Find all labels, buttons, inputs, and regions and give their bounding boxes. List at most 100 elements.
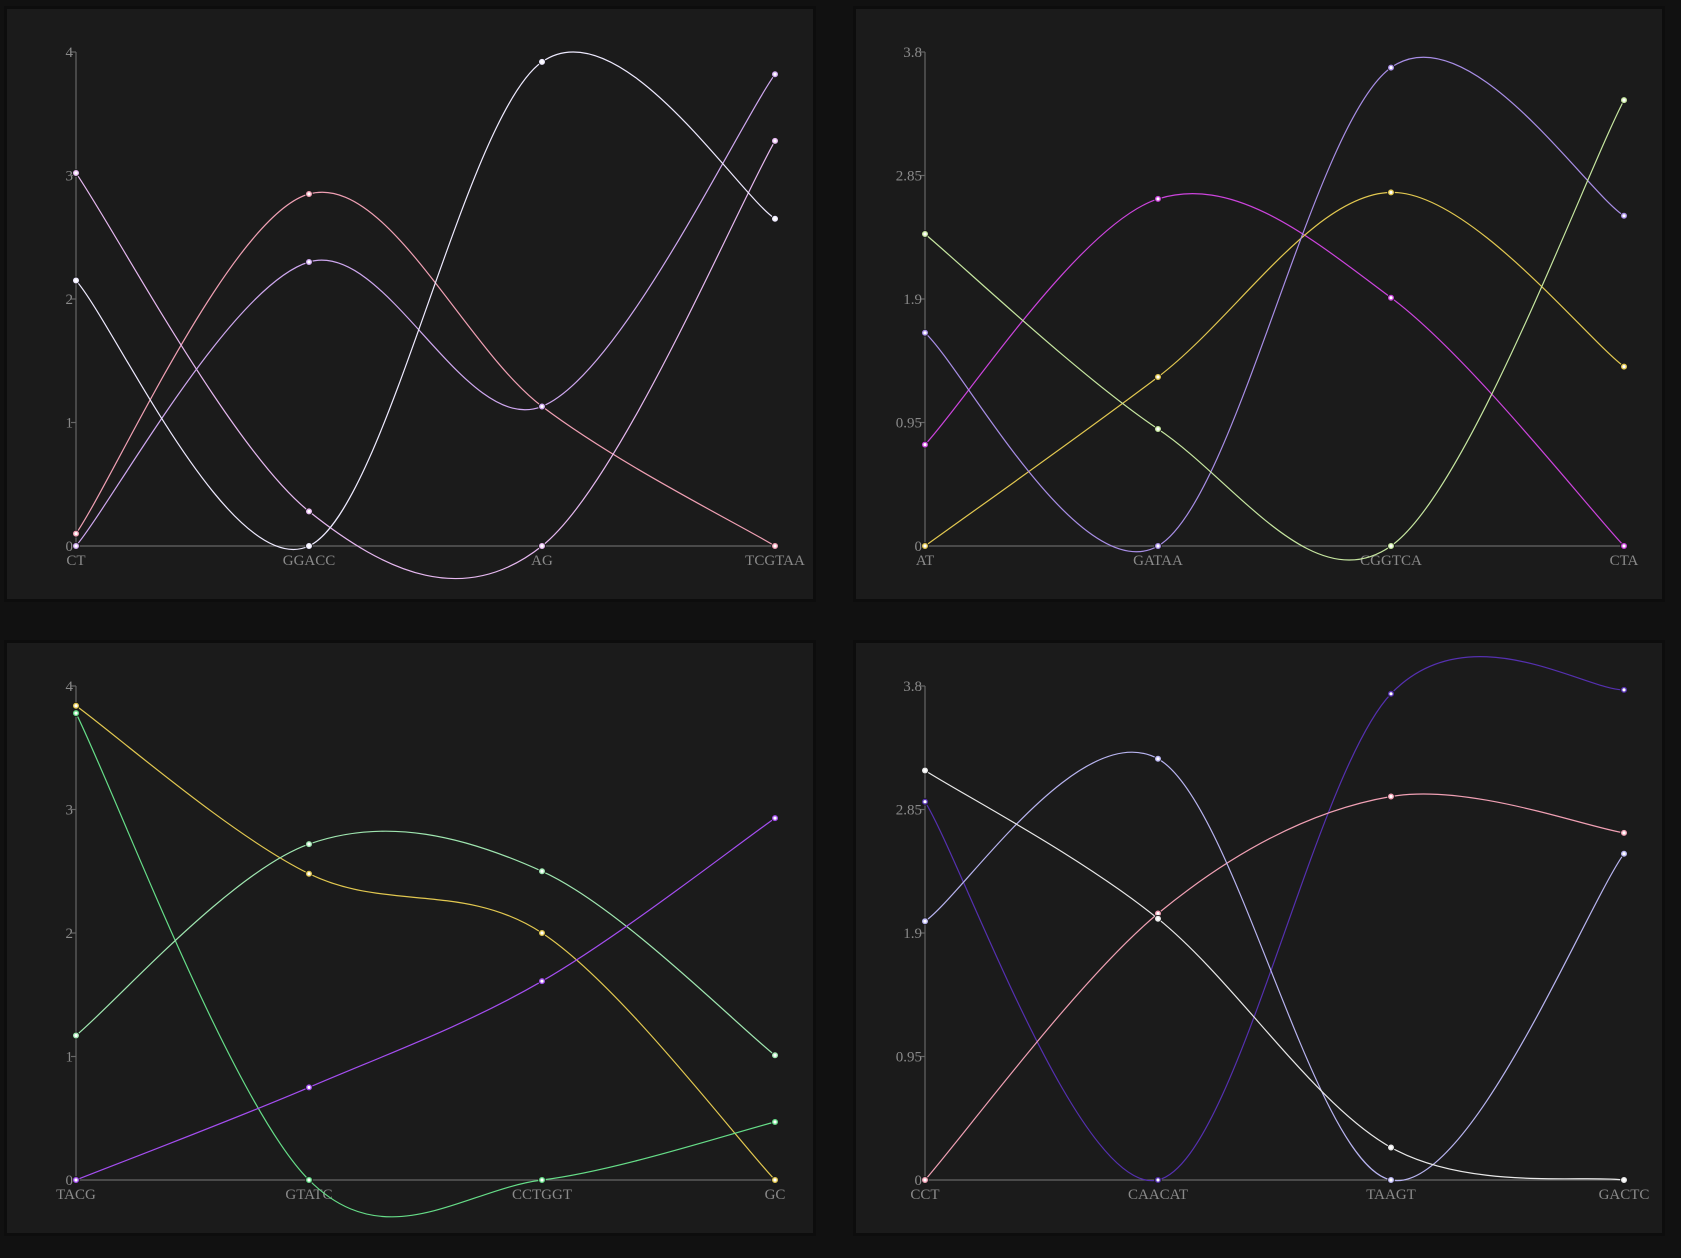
series-line-3 [75, 73, 776, 547]
data-point-highlight [1156, 757, 1160, 761]
series-line-1 [924, 193, 1625, 547]
series-line-3 [924, 56, 1625, 553]
line-chart-1: 0 1 2 3 4 CT GGACC AG TCGTAA [66, 45, 805, 580]
data-point-highlight [923, 1178, 927, 1182]
data-point-highlight [540, 544, 544, 548]
data-point-highlight [1622, 831, 1626, 835]
x-tick-label: CGGTCA [1360, 553, 1422, 569]
data-point-highlight [923, 768, 927, 773]
data-point-highlight [1156, 911, 1160, 916]
y-tick-label: 2 [66, 926, 74, 942]
y-tick-label: 2.85 [896, 169, 922, 185]
data-point-highlight [74, 532, 78, 536]
y-tick-label: 0 [915, 1173, 923, 1189]
x-tick-label: GATAA [1133, 553, 1183, 569]
data-point-highlight [773, 217, 777, 221]
data-point-highlight [74, 704, 78, 708]
data-point-highlight [307, 544, 311, 548]
series-line-1 [924, 656, 1625, 1182]
data-point-highlight [1156, 427, 1160, 431]
y-tick-label: 0 [66, 539, 74, 555]
data-point-highlight [773, 1053, 777, 1057]
data-point-highlight [923, 232, 927, 236]
data-point-highlight [773, 816, 777, 820]
data-point-highlight [923, 544, 927, 548]
y-tick-label: 0.95 [896, 416, 922, 432]
y-tick-label: 3.8 [903, 45, 922, 61]
data-point-highlight [1156, 375, 1160, 379]
data-point-highlight [74, 711, 78, 715]
series-line-2 [924, 793, 1625, 1181]
data-point-highlight [307, 260, 311, 264]
data-point-highlight [1389, 1178, 1393, 1182]
data-point-highlight [773, 1120, 777, 1124]
data-point-highlight [307, 509, 311, 514]
data-point-highlight [1389, 190, 1393, 194]
x-tick-label: GGACC [283, 553, 336, 569]
y-tick-label: 1.9 [903, 292, 922, 308]
series-line-2 [924, 191, 1625, 547]
line-chart-2: 0 0.95 1.9 2.85 3.8 AT GATAA CGGTCA CTA [896, 45, 1639, 569]
data-point-highlight [1622, 1178, 1626, 1182]
x-tick-label: GC [765, 1187, 786, 1203]
data-point-highlight [307, 192, 311, 196]
series-line-2 [75, 140, 776, 580]
data-point-highlight [1156, 1178, 1160, 1182]
x-tick-label: GACTC [1599, 1187, 1650, 1203]
data-point-highlight [1389, 794, 1393, 799]
data-point-highlight [1156, 544, 1160, 548]
x-tick-label: TCGTAA [745, 553, 805, 569]
data-point-highlight [1622, 544, 1626, 548]
chart-panel-3: 0 1 2 3 4 TACG GTATC CCTGGT GC [4, 640, 816, 1236]
data-point-highlight [74, 1033, 78, 1038]
data-point-highlight [540, 931, 544, 935]
y-tick-label: 4 [66, 45, 74, 61]
series-line-1 [75, 705, 776, 1181]
data-point-highlight [1622, 688, 1626, 692]
y-tick-label: 3.8 [903, 679, 922, 695]
data-point-highlight [540, 979, 544, 983]
series-line-4 [924, 99, 1625, 561]
y-tick-label: 0 [915, 539, 923, 555]
data-point-highlight [307, 1178, 311, 1182]
data-point-highlight [1622, 365, 1626, 369]
series-line-1 [75, 191, 776, 547]
data-point-highlight [74, 544, 78, 548]
data-point-highlight [923, 331, 927, 335]
x-tick-label: AT [916, 553, 934, 569]
series-line-3 [924, 751, 1625, 1181]
chart-panel-2: 0 0.95 1.9 2.85 3.8 AT GATAA CGGTCA CTA [853, 6, 1665, 602]
y-tick-label: 3 [66, 169, 74, 185]
chart-panel-4: 0 0.95 1.9 2.85 3.8 CCT CAACAT TAAGT GACTC [853, 640, 1665, 1236]
chart-panel-1: 0 1 2 3 4 CT GGACC AG TCGTAA [4, 6, 816, 602]
y-tick-label: 1.9 [903, 926, 922, 942]
data-point-highlight [923, 800, 927, 804]
data-point-highlight [1622, 852, 1626, 856]
data-point-highlight [540, 1178, 544, 1182]
series-line-2 [75, 712, 776, 1218]
data-point-highlight [923, 443, 927, 447]
series-line-4 [75, 51, 776, 550]
y-tick-label: 1 [66, 416, 74, 432]
line-chart-4: 0 0.95 1.9 2.85 3.8 CCT CAACAT TAAGT GACTC [896, 656, 1650, 1203]
data-point-highlight [773, 72, 777, 76]
y-tick-label: 2.85 [896, 803, 922, 819]
data-point-highlight [1389, 66, 1393, 70]
y-tick-label: 3 [66, 803, 74, 819]
data-point-highlight [540, 60, 544, 64]
data-point-highlight [1156, 917, 1160, 921]
x-tick-label: CTA [1610, 553, 1639, 569]
data-point-highlight [540, 404, 544, 409]
x-tick-label: CT [66, 553, 85, 569]
data-point-highlight [307, 872, 311, 876]
data-point-highlight [74, 1178, 78, 1182]
data-point-highlight [74, 171, 78, 175]
data-point-highlight [74, 278, 78, 283]
x-tick-label: TAAGT [1366, 1187, 1416, 1203]
data-point-highlight [1389, 1145, 1393, 1150]
data-point-highlight [1156, 197, 1160, 201]
data-point-highlight [1389, 296, 1393, 300]
data-point-highlight [540, 869, 544, 873]
y-tick-label: 2 [66, 292, 74, 308]
